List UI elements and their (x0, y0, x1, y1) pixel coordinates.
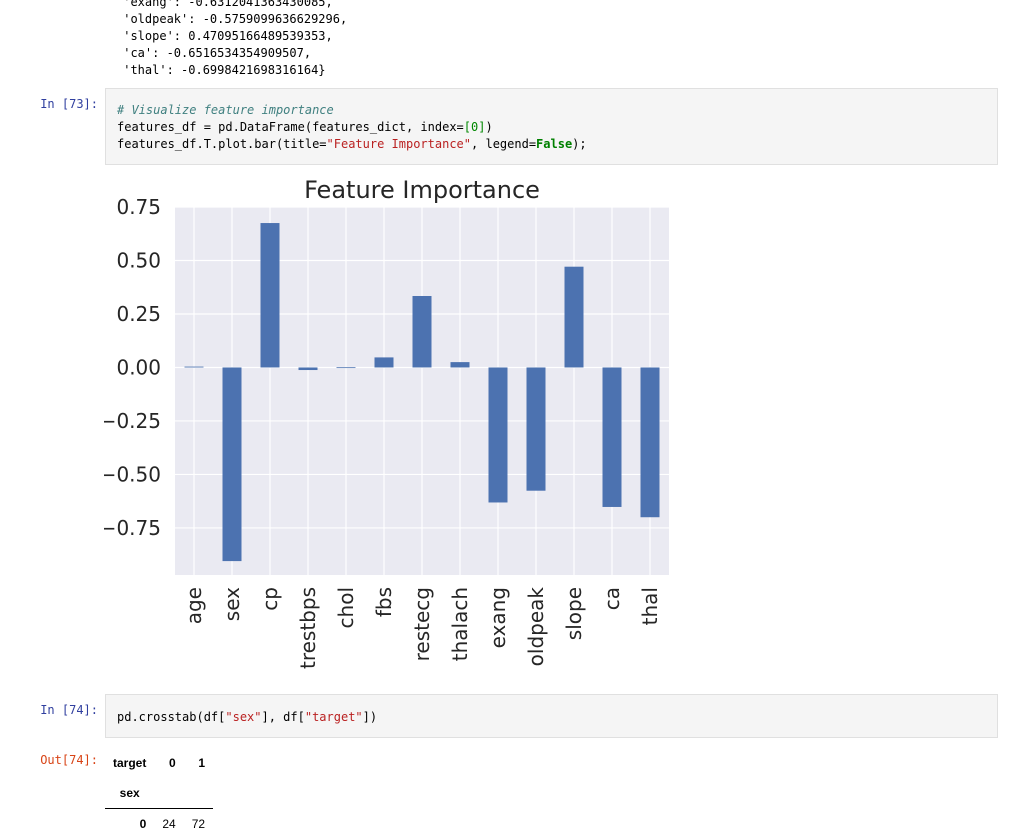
y-tick-label: 0.00 (116, 355, 161, 379)
chart-title: Feature Importance (304, 176, 540, 204)
code-line-dataframe: features_df = pd.DataFrame(features_dict… (117, 119, 997, 136)
code-line-plot: features_df.T.plot.bar(title="Feature Im… (117, 136, 997, 153)
bar-thal (641, 367, 660, 517)
columns-name: target (105, 748, 154, 778)
x-tick-label: thalach (448, 587, 472, 661)
x-tick-label: chol (334, 587, 358, 628)
input-prompt-73: In [73]: (0, 97, 98, 111)
x-tick-label: cp (258, 587, 282, 611)
code-line-crosstab: pd.crosstab(df["sex"], df["target"]) (117, 709, 997, 726)
code-cell-74[interactable]: pd.crosstab(df["sex"], df["target"]) (105, 694, 998, 738)
bar-oldpeak (527, 367, 546, 490)
feature-importance-chart: Feature Importance 0.75 0.50 0.25 0.00 −0.25… (104, 170, 684, 680)
y-tick-label: 0.25 (116, 302, 161, 326)
bar-chol (337, 367, 356, 368)
bar-sex (223, 367, 242, 561)
input-prompt-74: In [74]: (0, 703, 98, 717)
bar-thalach (451, 362, 470, 367)
output-prompt-74: Out[74]: (0, 753, 98, 767)
x-tick-label: age (182, 587, 206, 624)
bar-exang (489, 367, 508, 502)
bar-cp (261, 223, 280, 367)
output-line: 'oldpeak': -0.5759099636629296, (116, 12, 347, 26)
previous-output: 'exang': -0.6312041363430085, 'oldpeak':… (116, 0, 347, 79)
output-line: 'slope': 0.47095166489539353, (116, 29, 333, 43)
y-tick-label: −0.75 (104, 516, 161, 540)
output-line: 'exang': -0.6312041363430085, (116, 0, 333, 9)
x-tick-label: sex (220, 587, 244, 621)
output-line: 'ca': -0.6516534354909507, (116, 46, 311, 60)
code-line-comment: # Visualize feature importance (117, 102, 997, 119)
x-tick-label: oldpeak (524, 587, 548, 667)
y-tick-label: −0.50 (104, 462, 161, 486)
y-tick-label: −0.25 (104, 409, 161, 433)
table-header-row: target 0 1 (105, 748, 213, 778)
x-tick-label: exang (486, 587, 510, 648)
bar-trestbps (299, 367, 318, 370)
column-header: 0 (154, 748, 183, 778)
crosstab-table: target 0 1 sex 0 24 72 (105, 748, 213, 839)
x-tick-label: trestbps (296, 587, 320, 669)
bar-slope (565, 267, 584, 368)
index-header-row: sex (105, 778, 213, 809)
column-header: 1 (184, 748, 213, 778)
x-tick-label: fbs (372, 587, 396, 617)
x-tick-label: slope (562, 587, 586, 640)
x-tick-label: ca (600, 587, 624, 610)
bar-fbs (375, 357, 394, 367)
y-tick-label: 0.50 (116, 248, 161, 272)
y-tick-label: 0.75 (116, 195, 161, 219)
output-line: 'thal': -0.6998421698316164} (116, 63, 326, 77)
bar-restecg (413, 296, 432, 367)
x-tick-label: restecg (410, 587, 434, 661)
code-cell-73[interactable]: # Visualize feature importance features_… (105, 88, 998, 165)
x-tick-label: thal (638, 587, 662, 625)
bar-age (185, 367, 204, 368)
index-name: sex (105, 778, 154, 809)
bar-ca (603, 367, 622, 506)
